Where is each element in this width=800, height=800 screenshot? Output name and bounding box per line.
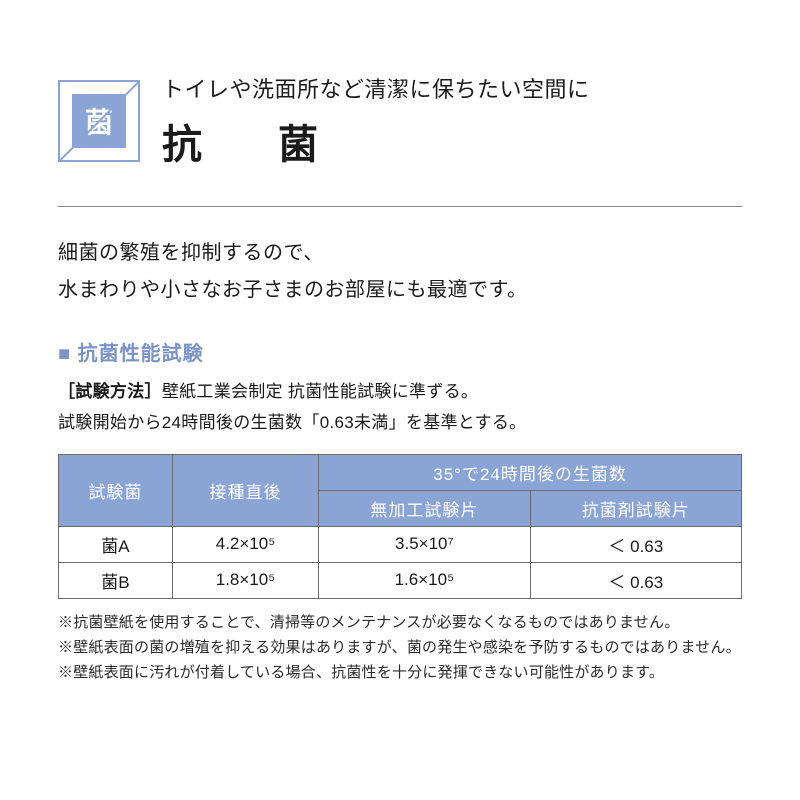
th-initial: 接種直後 — [172, 454, 318, 526]
cell-bacteria: 菌A — [59, 526, 173, 562]
th-treated: 抗菌剤試験片 — [530, 490, 741, 526]
slash-icon — [58, 80, 139, 161]
cell-initial: 1.8×10⁵ — [172, 562, 318, 598]
note-2: ※壁紙表面の菌の増殖を抑える効果はありますが、菌の発生や感染を予防するものではあ… — [58, 636, 742, 660]
cell-initial: 4.2×10⁵ — [172, 526, 318, 562]
method-line-1: ［試験方法］壁紙工業会制定 抗菌性能試験に準ずる。 — [58, 378, 742, 407]
cell-treated: ＜ 0.63 — [530, 562, 741, 598]
note-3: ※壁紙表面に汚れが付着している場合、抗菌性を十分に発揮できない可能性があります。 — [58, 661, 742, 685]
method-text: 壁紙工業会制定 抗菌性能試験に準ずる。 — [162, 382, 478, 401]
feature-icon-box: 菌 — [58, 80, 140, 162]
subtitle: トイレや洗面所など清潔に保ちたい空間に — [162, 72, 590, 104]
lead-line-2: 水まわりや小さなお子さまのお部屋にも最適です。 — [58, 272, 742, 309]
cell-bacteria: 菌B — [59, 562, 173, 598]
th-untreated: 無加工試験片 — [319, 490, 530, 526]
footnotes: ※抗菌壁紙を使用することで、清掃等のメンテナンスが必要なくなるものではありません… — [58, 611, 742, 685]
method-label: ［試験方法］ — [58, 382, 162, 401]
header-block: 菌 トイレや洗面所など清潔に保ちたい空間に 抗 菌 — [58, 72, 742, 170]
table-row: 菌B 1.8×10⁵ 1.6×10⁵ ＜ 0.63 — [59, 562, 742, 598]
th-bacteria: 試験菌 — [59, 454, 173, 526]
lead-text: 細菌の繁殖を抑制するので、 水まわりや小さなお子さまのお部屋にも最適です。 — [58, 235, 742, 309]
performance-table: 試験菌 接種直後 35°で24時間後の生菌数 無加工試験片 抗菌剤試験片 菌A … — [58, 454, 742, 599]
cell-treated: ＜ 0.63 — [530, 526, 741, 562]
table-header-row-1: 試験菌 接種直後 35°で24時間後の生菌数 — [59, 454, 742, 490]
cell-untreated: 1.6×10⁵ — [319, 562, 530, 598]
lead-line-1: 細菌の繁殖を抑制するので、 — [58, 235, 742, 272]
title-stack: トイレや洗面所など清潔に保ちたい空間に 抗 菌 — [162, 72, 590, 170]
cell-untreated: 3.5×10⁷ — [319, 526, 530, 562]
th-after24h: 35°で24時間後の生菌数 — [319, 454, 742, 490]
main-title: 抗 菌 — [162, 112, 590, 170]
note-1: ※抗菌壁紙を使用することで、清掃等のメンテナンスが必要なくなるものではありません… — [58, 611, 742, 635]
method-line-2: 試験開始から24時間後の生菌数「0.63未満」を基準とする。 — [58, 409, 742, 438]
divider — [58, 206, 742, 207]
table-row: 菌A 4.2×10⁵ 3.5×10⁷ ＜ 0.63 — [59, 526, 742, 562]
section-heading: ■ 抗菌性能試験 — [58, 337, 742, 366]
